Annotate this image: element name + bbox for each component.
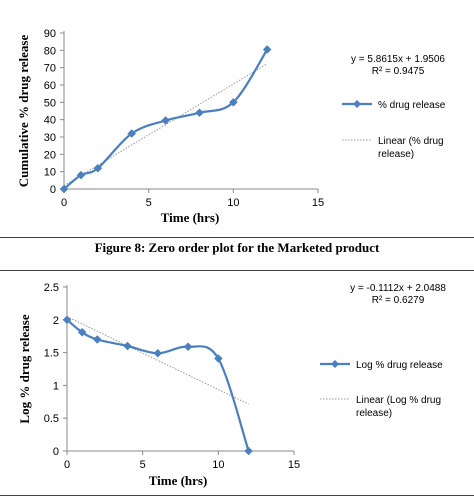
x-tick-label: 10 xyxy=(212,459,224,471)
y-axis-title: Cumulative % drug release xyxy=(16,35,31,188)
legend-series-label: % drug release xyxy=(378,100,446,111)
r-squared-label: R² = 0.6279 xyxy=(372,295,425,306)
legend-series-label: Log % drug release xyxy=(356,360,443,371)
y-tick-label: 40 xyxy=(44,115,56,127)
data-point-marker xyxy=(77,327,87,337)
data-point-marker xyxy=(161,116,170,125)
zero-order-chart-panel: 0 10 20 30 40 50 60 70 80 90 0 5 10 15 Time (hrs) Cumul… xyxy=(0,0,474,238)
data-point-marker xyxy=(228,97,238,107)
data-point-marker xyxy=(153,348,163,358)
legend-trendline-label: Linear (Log % drug release) xyxy=(356,395,441,419)
x-tick-label: 15 xyxy=(288,459,300,471)
y-tick-label: 90 xyxy=(44,28,56,40)
data-point-marker xyxy=(213,354,223,363)
log-chart-panel: 0 0.5 1 1.5 2 2.5 0 5 10 15 Time (hrs) Log % drug r… xyxy=(0,270,474,496)
zero-order-chart: 0 10 20 30 40 50 60 70 80 90 0 5 10 15 Time (hrs) Cumul… xyxy=(16,28,446,225)
x-tick-label: 10 xyxy=(227,197,239,209)
trend-equation: y = 5.8615x + 1.9506 xyxy=(351,54,445,65)
y-tick-label: 1 xyxy=(53,380,59,392)
r-squared-label: R² = 0.9475 xyxy=(372,66,425,77)
legend-series-swatch-marker xyxy=(353,100,361,108)
y-tick-label: 2.5 xyxy=(44,282,59,294)
y-tick-label: 80 xyxy=(44,45,56,57)
y-axis-title: Log % drug release xyxy=(17,314,32,423)
x-axis-title: Time (hrs) xyxy=(149,473,208,488)
log-chart: 0 0.5 1 1.5 2 2.5 0 5 10 15 Time (hrs) Log % drug r… xyxy=(17,282,446,488)
data-point-marker xyxy=(62,315,72,325)
y-tick-label: 1.5 xyxy=(44,348,59,360)
data-point-marker xyxy=(244,446,253,456)
x-tick-label: 15 xyxy=(312,197,324,209)
data-point-marker xyxy=(93,163,103,173)
y-tick-label: 10 xyxy=(44,167,56,179)
x-tick-label: 5 xyxy=(140,459,146,471)
y-tick-label: 70 xyxy=(44,63,56,75)
data-point-marker xyxy=(195,108,204,118)
y-tick-label: 30 xyxy=(44,132,56,144)
x-tick-label: 0 xyxy=(61,197,67,209)
x-tick-label: 5 xyxy=(146,197,152,209)
y-tick-label: 0 xyxy=(50,184,56,196)
data-point-marker xyxy=(127,129,137,138)
data-point-marker xyxy=(76,170,86,180)
y-tick-label: 0 xyxy=(53,446,59,458)
legend-trendline-label: Linear (% drug release) xyxy=(378,136,444,160)
data-point-marker xyxy=(123,341,132,351)
data-point-marker xyxy=(92,335,102,344)
data-point-marker xyxy=(59,184,69,194)
legend-series-swatch-marker xyxy=(331,360,339,368)
y-tick-label: 20 xyxy=(44,149,56,161)
data-point-marker xyxy=(262,45,272,54)
trendline xyxy=(66,316,249,405)
y-tick-label: 60 xyxy=(44,80,56,92)
trend-equation: y = -0.1112x + 2.0488 xyxy=(350,283,446,294)
data-point-marker xyxy=(183,342,193,352)
x-axis-title: Time (hrs) xyxy=(161,210,220,225)
figure-caption: Figure 8: Zero order plot for the Market… xyxy=(94,240,380,255)
y-tick-label: 50 xyxy=(44,97,56,109)
x-tick-label: 0 xyxy=(64,459,70,471)
y-tick-label: 0.5 xyxy=(44,413,59,425)
y-tick-label: 2 xyxy=(53,315,59,327)
